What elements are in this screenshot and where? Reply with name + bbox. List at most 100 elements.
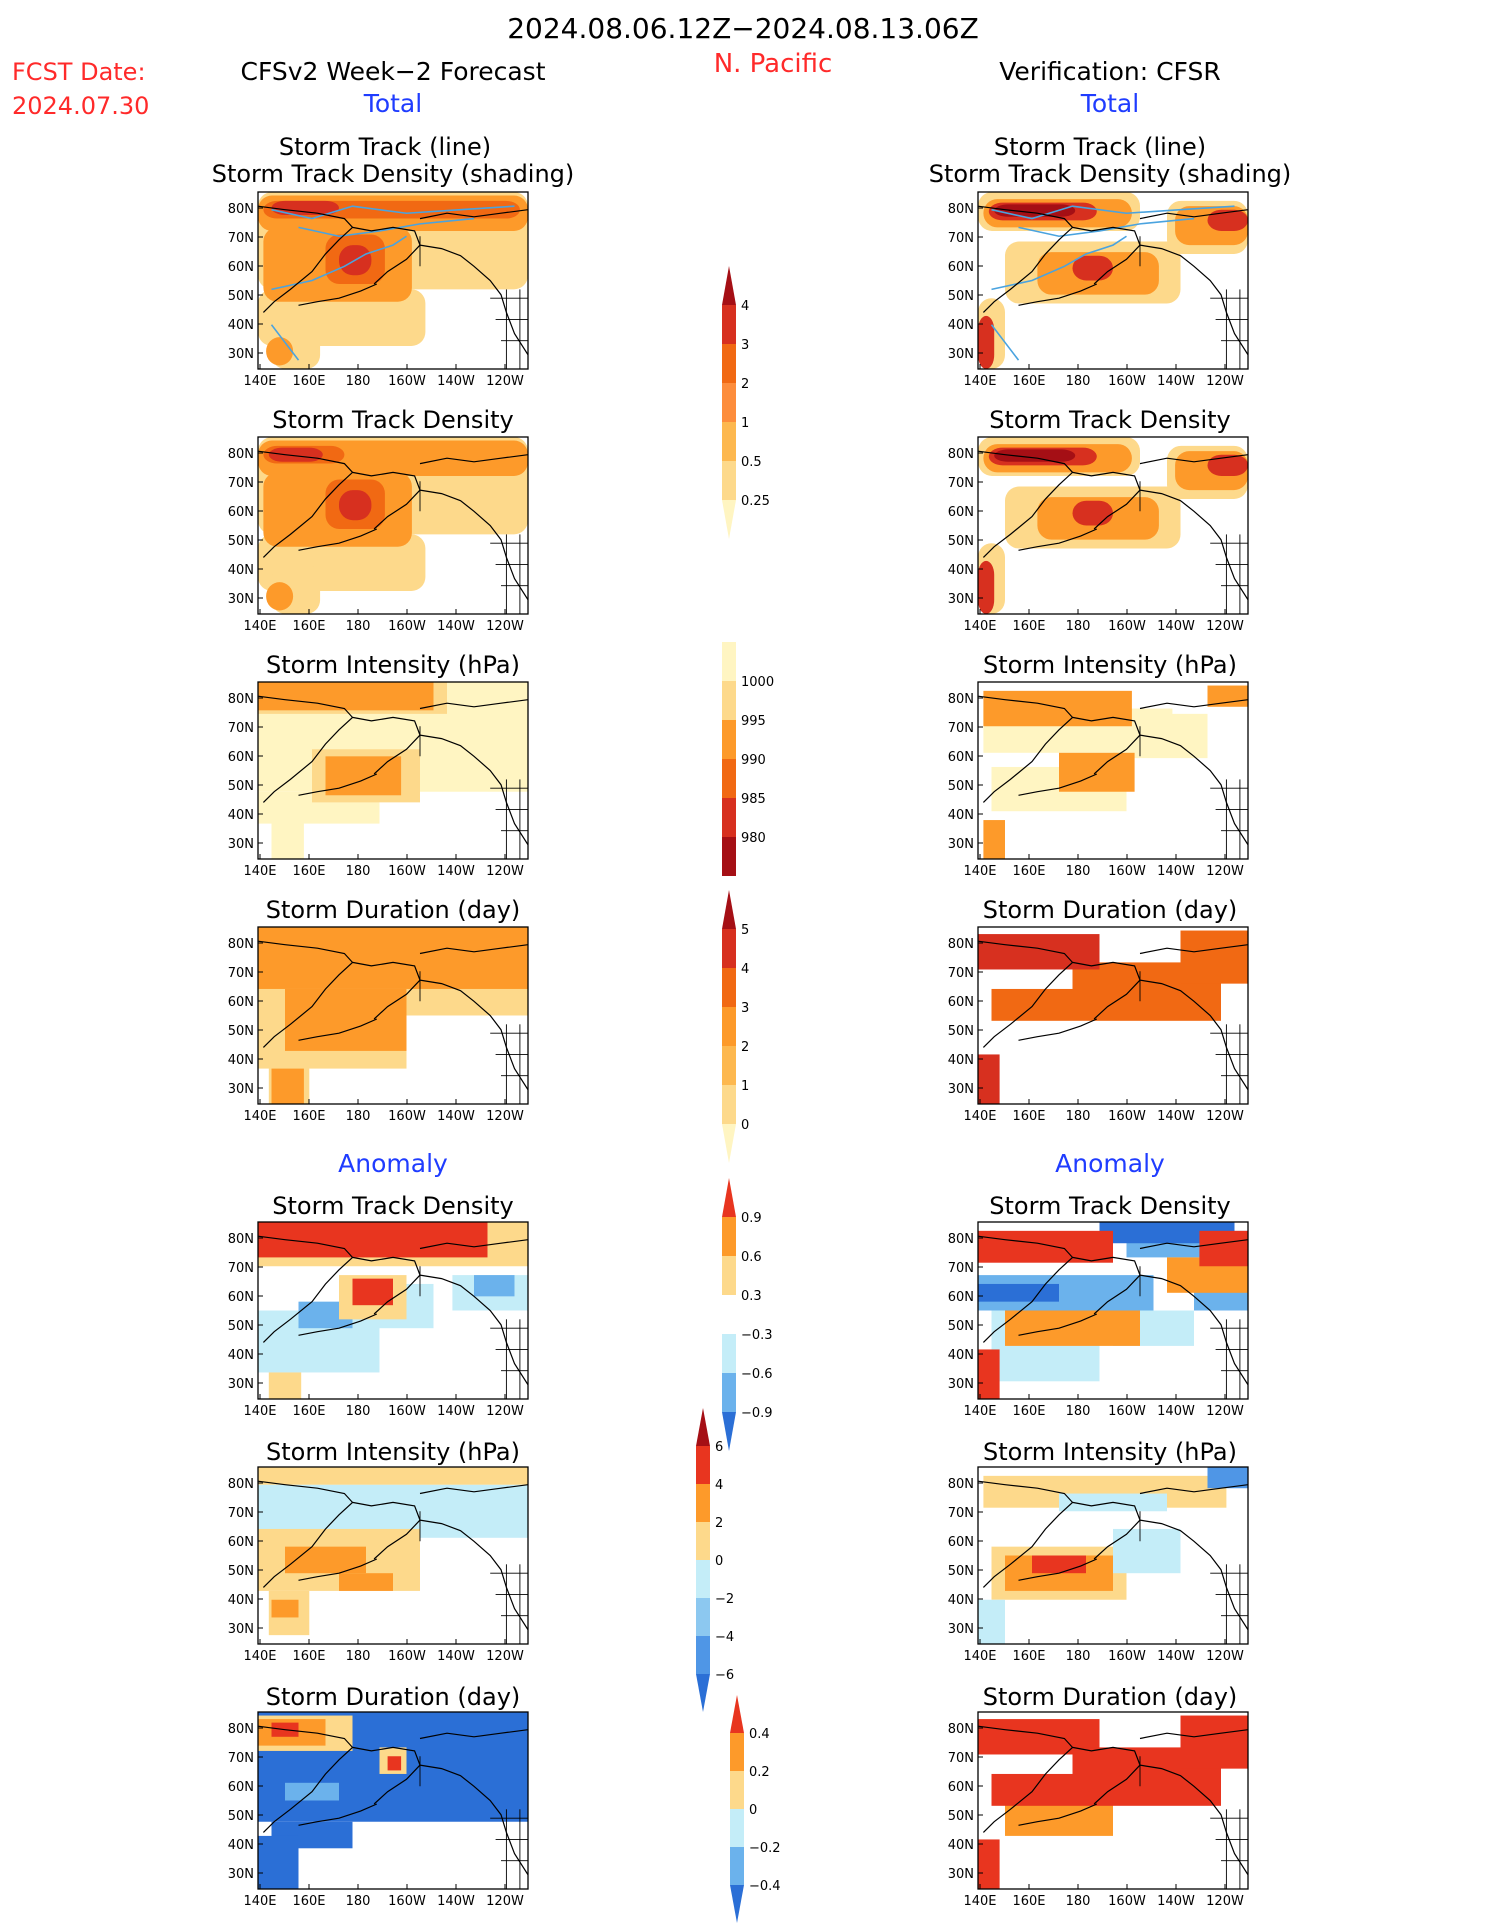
lon-tick-label: 160E	[1012, 1894, 1045, 1909]
lon-tick-label: 140W	[437, 1649, 475, 1664]
lon-tick-label: 180	[1066, 374, 1091, 389]
colorbar-label: 6	[715, 1440, 723, 1455]
lat-tick-label: 30N	[948, 347, 974, 362]
storm-track-line	[991, 205, 1235, 220]
colorbar-label: 985	[741, 792, 766, 807]
map-frame	[257, 681, 529, 860]
colorbar-swatch	[722, 1007, 736, 1046]
lon-tick-label: 140W	[437, 619, 475, 634]
coastline	[1018, 283, 1098, 306]
colorbar-swatch	[722, 461, 736, 500]
lon-tick-label: 140W	[437, 1109, 475, 1124]
lat-tick-label: 60N	[948, 750, 974, 765]
lon-tick-label: 140W	[437, 1404, 475, 1419]
lon-tick-label: 140W	[437, 374, 475, 389]
shading-cell	[1180, 930, 1248, 984]
lat-tick-label: 60N	[948, 505, 974, 520]
lat-tick-label: 40N	[228, 808, 254, 823]
coastline	[298, 773, 378, 796]
lon-tick-label: 160E	[292, 864, 325, 879]
coastline	[298, 528, 378, 551]
colorbar-label: −0.6	[741, 1367, 773, 1382]
coastline	[419, 1274, 528, 1386]
colorbar-label: 0.4	[749, 1727, 770, 1742]
colorbar-swatch	[722, 422, 736, 461]
shading-cell	[268, 1372, 302, 1399]
coastline	[419, 244, 528, 356]
shading-cell	[978, 1349, 1000, 1399]
vf-duration-title: Storm Duration (day)	[983, 896, 1238, 924]
lon-tick-label: 140E	[243, 864, 276, 879]
coastline	[258, 1235, 354, 1343]
colorbar-label: −2	[715, 1592, 734, 1607]
coastline	[1139, 699, 1248, 710]
shading-layer	[978, 1715, 1248, 1889]
lon-tick-label: 140W	[1157, 374, 1195, 389]
lon-tick-label: 160E	[1012, 864, 1045, 879]
colorbar-label: 0.9	[741, 1211, 762, 1226]
colorbar-label: 4	[715, 1478, 723, 1493]
fc-density-title: Storm Track Density	[272, 406, 513, 434]
map-frame	[977, 1466, 1249, 1645]
lat-tick-label: 40N	[948, 808, 974, 823]
shading-cell	[258, 682, 434, 711]
coastline	[298, 283, 378, 306]
lat-tick-label: 60N	[228, 1780, 254, 1795]
lon-tick-label: 120W	[1206, 864, 1244, 879]
colorbar-label: 1000	[741, 675, 774, 690]
lon-tick-label: 180	[346, 1649, 371, 1664]
shading-cell	[339, 1573, 393, 1591]
coastline	[352, 961, 421, 1020]
colorbar-swatch	[722, 642, 736, 681]
lon-tick-label: 160W	[1108, 374, 1146, 389]
colorbar-label: 0.5	[741, 455, 762, 470]
vf-duration-anom-title: Storm Duration (day)	[983, 1683, 1238, 1711]
lon-tick-label: 180	[346, 1109, 371, 1124]
colorbar-swatch	[730, 1771, 744, 1809]
coastline	[258, 940, 354, 1048]
colorbar-label: 0.6	[741, 1250, 762, 1265]
colorbar-label: −0.2	[749, 1841, 781, 1856]
lon-tick-label: 140W	[437, 864, 475, 879]
coastline	[1139, 454, 1248, 465]
coastline	[1139, 244, 1248, 356]
colorbar-intensity-anom: 6 4 2 0 −2 −4 −6	[696, 1408, 734, 1712]
lat-tick-label: 40N	[228, 1838, 254, 1853]
colorbar-label: 1	[741, 1079, 749, 1094]
lat-tick-label: 60N	[948, 995, 974, 1010]
shading-cell	[1199, 1230, 1248, 1267]
lon-tick-label: 180	[346, 619, 371, 634]
lon-tick-label: 140W	[1157, 864, 1195, 879]
shading-cell	[983, 820, 1005, 859]
forecast-anomaly-label: Anomaly	[338, 1149, 448, 1178]
lat-tick-label: 80N	[948, 937, 974, 952]
shading-cell	[978, 1230, 1113, 1263]
lat-tick-label: 70N	[948, 1261, 974, 1276]
colorbar-swatch	[696, 1598, 710, 1636]
coastline	[1072, 1256, 1141, 1315]
shading-cell	[266, 582, 294, 611]
coastline	[1139, 979, 1248, 1091]
lon-tick-label: 120W	[486, 619, 524, 634]
lon-tick-label: 120W	[1206, 1404, 1244, 1419]
lat-tick-label: 30N	[948, 1377, 974, 1392]
shading-cell	[285, 988, 407, 1051]
lon-tick-label: 180	[346, 374, 371, 389]
lon-tick-label: 140E	[963, 1649, 996, 1664]
shading-cell	[474, 1275, 515, 1297]
colorbar-swatch	[730, 1809, 744, 1847]
lon-tick-label: 140E	[243, 374, 276, 389]
lat-tick-label: 50N	[948, 289, 974, 304]
map-panel-fc-density: 80N 70N 60N 50N 40N 30N 140E 160E 180 160W 140W 120…	[228, 436, 529, 634]
colorbar-duration-total: 5 4 3 2 1 0	[722, 890, 749, 1163]
shading-layer	[978, 685, 1248, 859]
coastline	[1139, 1484, 1248, 1495]
shading-cell	[271, 1068, 304, 1104]
lon-tick-label: 160E	[1012, 619, 1045, 634]
coastline	[258, 1725, 354, 1833]
shading-layer	[978, 1467, 1248, 1644]
map-panel-vf-density-anom: 80N 70N 60N 50N 40N 30N 140E 160E 180 160W 140W 120…	[948, 1221, 1249, 1419]
coastline	[978, 450, 1074, 558]
lat-tick-label: 80N	[228, 1722, 254, 1737]
lat-tick-label: 70N	[948, 476, 974, 491]
